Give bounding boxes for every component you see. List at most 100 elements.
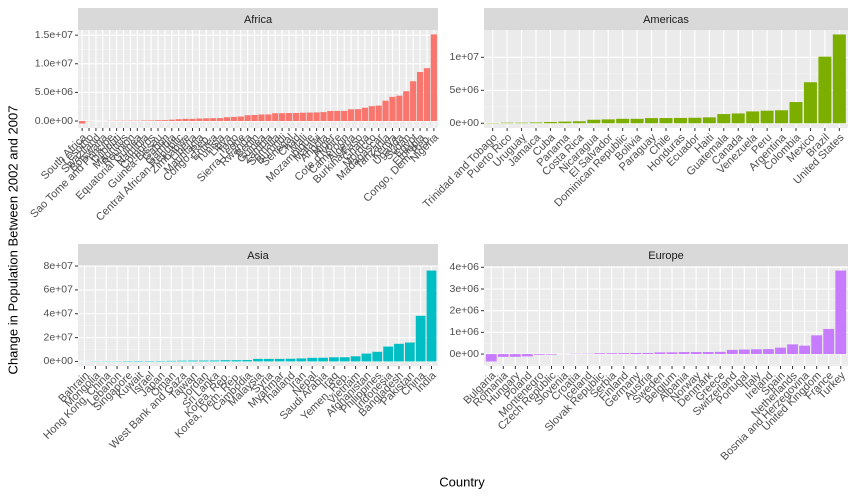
bar: [787, 344, 798, 354]
bar: [245, 115, 251, 121]
bar: [818, 57, 831, 124]
y-tick-label: 0e+00: [450, 117, 480, 129]
bar: [210, 118, 216, 121]
panel-title: Americas: [643, 14, 689, 26]
bar: [717, 114, 730, 123]
bar: [162, 120, 168, 121]
bar: [732, 113, 745, 123]
y-axis-title: Change in Population Between 2002 and 20…: [5, 106, 20, 375]
bar: [355, 109, 361, 121]
bar: [362, 108, 368, 121]
bar: [424, 68, 430, 121]
bar: [327, 111, 333, 121]
bar: [203, 118, 209, 121]
bar: [573, 121, 586, 123]
bar: [394, 344, 404, 362]
bar: [835, 271, 846, 355]
bar: [630, 353, 641, 354]
bar: [372, 352, 382, 362]
bar: [231, 360, 241, 361]
y-tick-label: 1.5e+07: [35, 29, 73, 41]
bar: [155, 120, 161, 121]
bar: [293, 113, 299, 121]
bar: [691, 352, 702, 354]
bar: [258, 114, 264, 121]
bar: [188, 361, 198, 362]
y-tick-label: 2e+07: [44, 331, 74, 343]
bar: [416, 316, 426, 362]
y-tick-label: 4e+06: [450, 261, 480, 273]
bar: [417, 72, 423, 121]
x-axis-title: Country: [439, 474, 485, 489]
bar: [405, 343, 415, 362]
bar: [182, 119, 188, 121]
bar: [148, 120, 154, 121]
bar: [427, 271, 437, 362]
bar: [410, 81, 416, 121]
bar: [746, 111, 759, 123]
bar: [660, 118, 673, 123]
y-tick-label: 5.0e+06: [35, 86, 73, 98]
bar: [166, 361, 176, 362]
bar: [618, 353, 629, 354]
bar: [329, 357, 339, 361]
bar: [314, 112, 320, 121]
bar: [351, 356, 361, 361]
bar: [799, 346, 810, 354]
y-tick-label: 8e+07: [44, 260, 74, 272]
bar: [221, 360, 231, 361]
bar: [199, 361, 209, 362]
bar: [727, 350, 738, 354]
bar: [210, 361, 220, 362]
bar: [602, 119, 615, 123]
panel-title: Europe: [648, 250, 683, 262]
bar: [751, 349, 762, 354]
y-tick-label: 0e+00: [450, 348, 480, 360]
bar: [189, 119, 195, 121]
bar: [606, 353, 617, 354]
panel-title: Asia: [247, 250, 269, 262]
bar: [307, 113, 313, 121]
bar: [804, 82, 817, 123]
bar: [176, 119, 182, 121]
bar: [703, 352, 714, 354]
bar: [833, 34, 846, 123]
y-tick-label: 0.0e+00: [35, 115, 73, 127]
bar: [642, 353, 653, 354]
bar: [251, 115, 257, 121]
bar: [369, 106, 375, 121]
bar: [594, 353, 605, 354]
bar: [231, 117, 237, 121]
bar: [286, 359, 296, 362]
bar: [307, 358, 317, 362]
bar: [383, 347, 393, 362]
bar: [616, 119, 629, 123]
bar: [238, 117, 244, 121]
bar: [498, 354, 509, 357]
y-tick-label: 1e+07: [450, 51, 480, 63]
bar: [348, 109, 354, 121]
bar: [763, 349, 774, 354]
bar: [169, 120, 175, 121]
bar: [530, 122, 543, 123]
bar: [703, 117, 716, 123]
y-tick-label: 6e+07: [44, 284, 74, 296]
bar: [688, 118, 701, 124]
bar: [715, 352, 726, 354]
bar: [389, 97, 395, 121]
bar: [296, 358, 306, 361]
bar: [790, 102, 803, 123]
bar: [286, 113, 292, 121]
bar: [275, 359, 285, 362]
bar: [522, 354, 533, 356]
bar: [667, 352, 678, 354]
bar: [300, 113, 306, 121]
bar: [486, 354, 497, 361]
bar: [362, 354, 372, 362]
bar: [546, 354, 557, 355]
bar: [510, 354, 521, 357]
bar: [264, 359, 274, 362]
bar: [761, 111, 774, 124]
bar: [253, 359, 263, 362]
